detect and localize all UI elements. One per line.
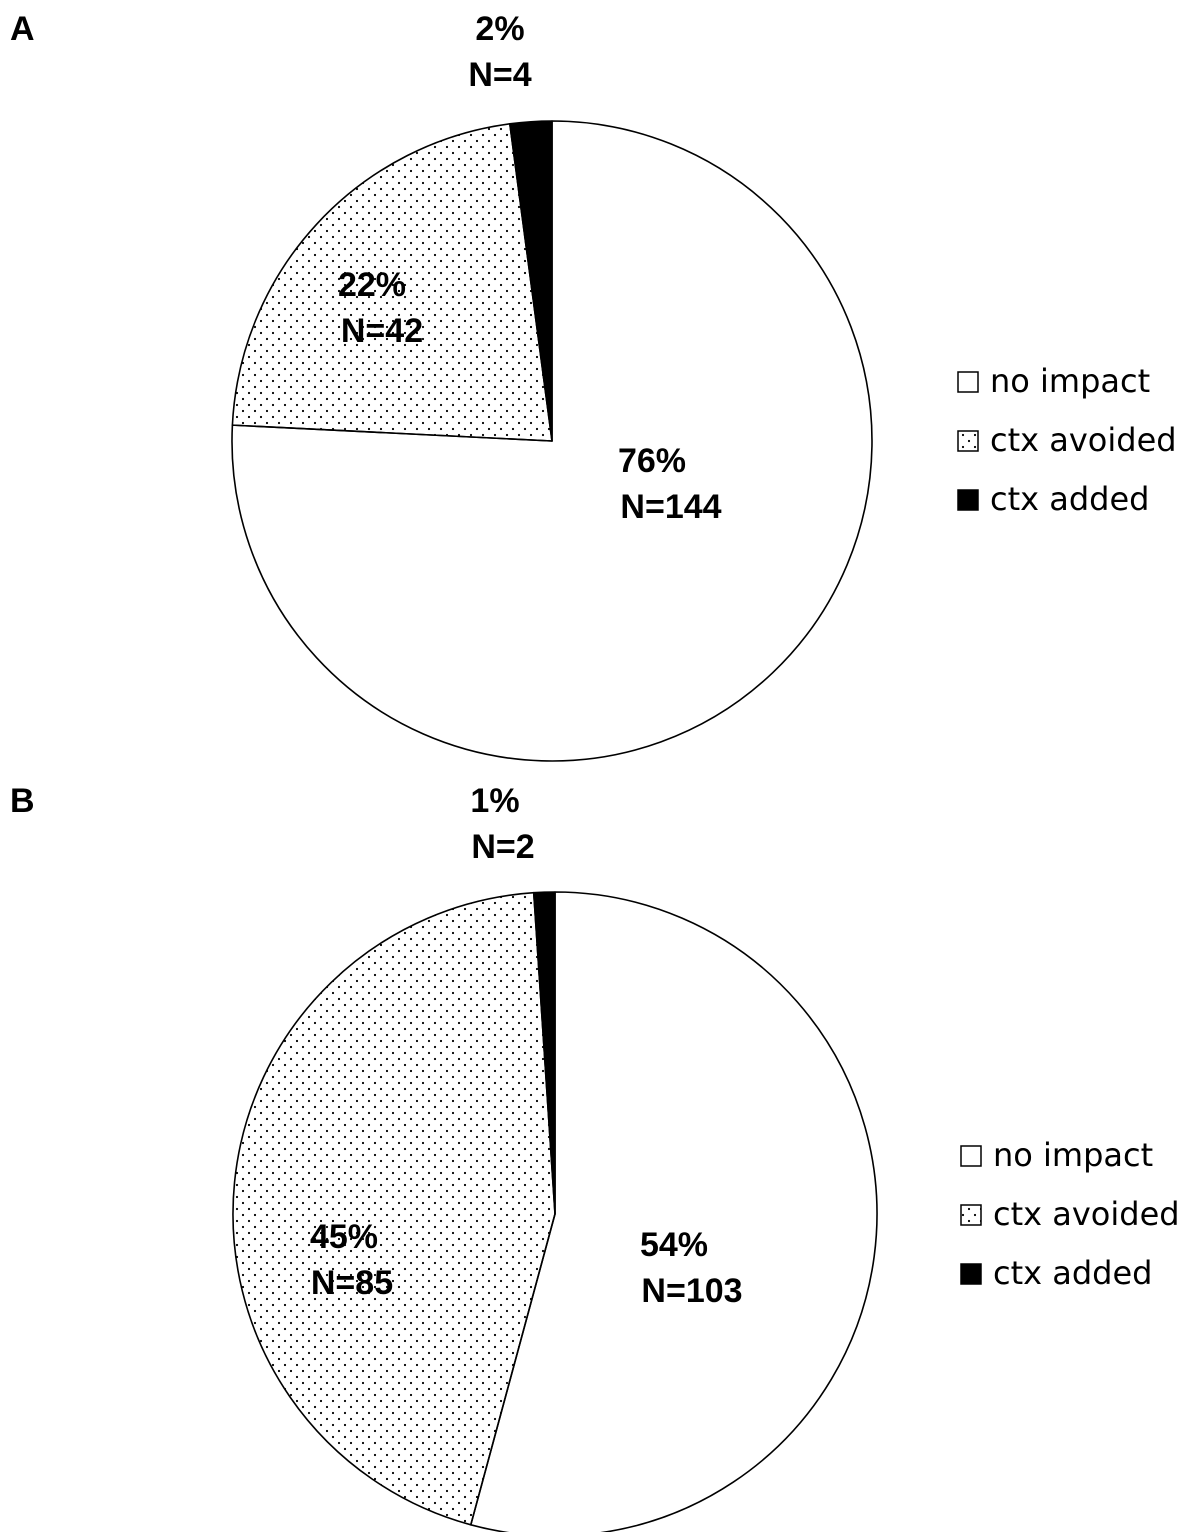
- legend-b-ctx-added-label: ctx added: [993, 1254, 1152, 1292]
- legend-b-no-impact-swatch: [960, 1145, 982, 1167]
- panel-a-letter: A: [10, 10, 35, 48]
- label-b-ctx-avoided-percent: 45%: [310, 1218, 378, 1256]
- pie-b-slice-ctx-added: [532, 891, 556, 1215]
- label-b-no-impact-percent: 54%: [640, 1226, 708, 1264]
- pie-a-slices: [231, 120, 873, 762]
- pie-a-slice-no-impact: [231, 120, 873, 762]
- legend-a: no impact ctx avoided ctx added: [957, 362, 1177, 518]
- label-b-ctx-added-n: N=2: [471, 828, 534, 866]
- legend-b-ctx-added-swatch: [960, 1263, 982, 1285]
- label-a-no-impact-percent: 76%: [618, 442, 686, 480]
- pie-a-slice-ctx-added: [508, 120, 553, 442]
- legend-a-no-impact-swatch: [957, 371, 979, 393]
- label-b-no-impact-n: N=103: [641, 1272, 742, 1310]
- legend-a-ctx-added-swatch: [957, 489, 979, 511]
- legend-a-ctx-avoided-label: ctx avoided: [990, 421, 1177, 459]
- pie-b-slice-ctx-avoided: [232, 891, 556, 1526]
- pie-b-slices: [232, 891, 878, 1532]
- label-a-ctx-avoided-percent: 22%: [338, 266, 406, 304]
- legend-b: no impact ctx avoided ctx added: [960, 1136, 1180, 1292]
- label-a-ctx-added-percent: 2%: [475, 10, 524, 48]
- panel-b-pie-chart: B 1% N=2 45% N=85 54% N=103 no impact ct…: [10, 782, 1180, 1532]
- legend-b-ctx-avoided-swatch: [960, 1204, 982, 1226]
- legend-b-no-impact-label: no impact: [993, 1136, 1153, 1174]
- panel-b-letter: B: [10, 782, 35, 820]
- legend-a-ctx-added-label: ctx added: [990, 480, 1149, 518]
- pie-a-slice-ctx-avoided: [231, 123, 553, 442]
- legend-b-ctx-avoided-label: ctx avoided: [993, 1195, 1180, 1233]
- pie-b-slice-no-impact: [470, 891, 878, 1532]
- label-a-ctx-added-n: N=4: [468, 56, 531, 94]
- panel-a-pie-chart: A 2% N=4 22% N=42 76% N=144 no impact ct…: [10, 10, 1177, 762]
- legend-a-no-impact-label: no impact: [990, 362, 1150, 400]
- label-b-ctx-avoided-n: N=85: [311, 1264, 393, 1302]
- label-a-no-impact-n: N=144: [620, 488, 721, 526]
- label-b-ctx-added-percent: 1%: [470, 782, 519, 820]
- label-a-ctx-avoided-n: N=42: [341, 312, 423, 350]
- legend-a-ctx-avoided-swatch: [957, 430, 979, 452]
